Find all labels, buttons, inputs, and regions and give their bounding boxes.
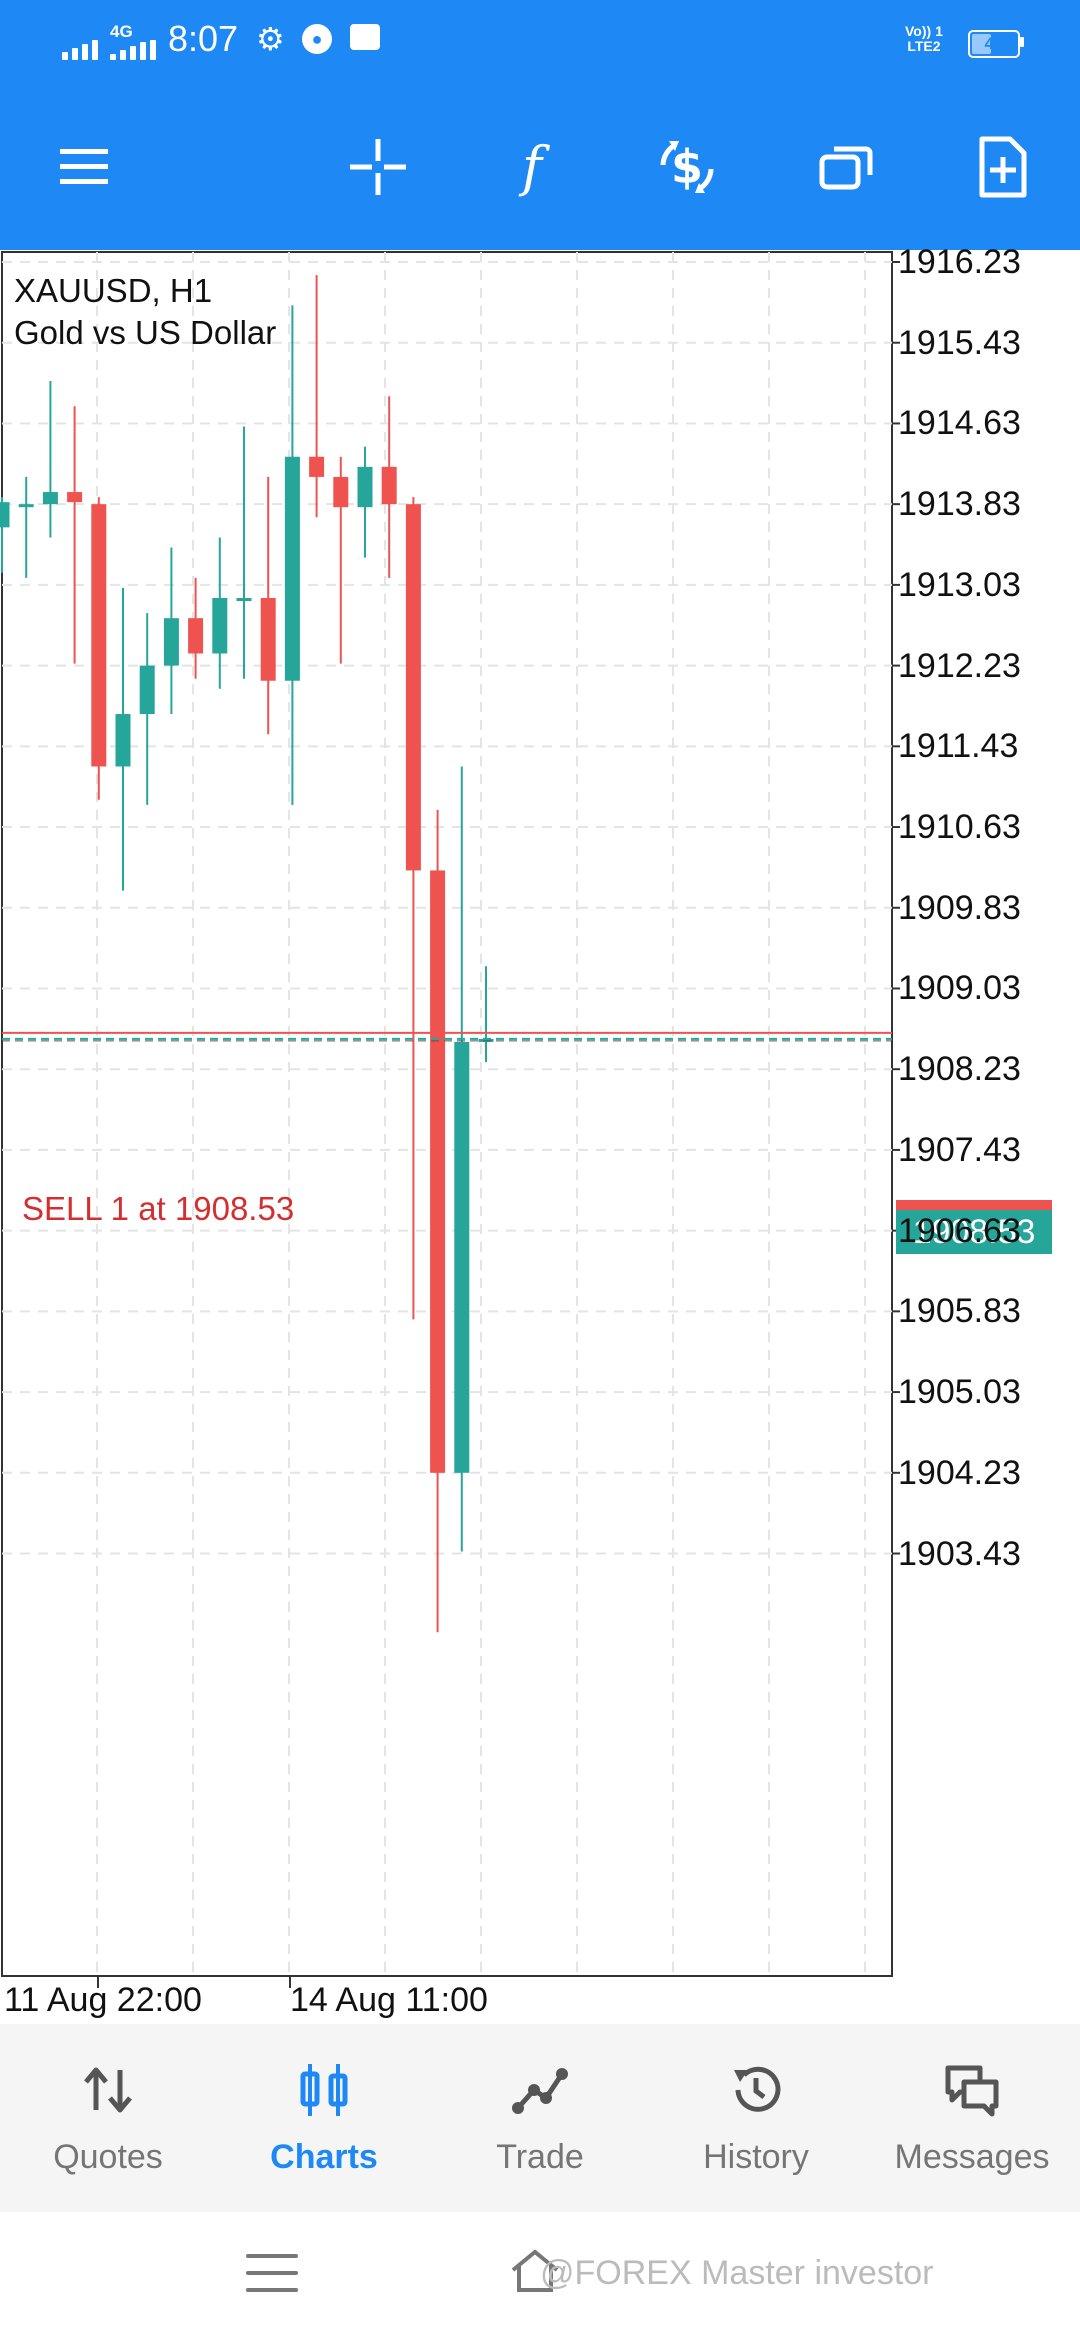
status-time: 8:07 (168, 18, 239, 59)
crosshair-button[interactable] (336, 125, 420, 209)
price-axis-label: 1908.23 (898, 1050, 1021, 1089)
sell-line-label: SELL 1 at 1908.53 (22, 1190, 295, 1227)
candle-body (115, 714, 131, 767)
price-axis-label: 1916.23 (898, 243, 1021, 281)
charts-icon (300, 2063, 348, 2116)
candle-body (42, 492, 58, 505)
volte-line-1: Vo)) 1 (905, 23, 943, 39)
price-axis-label: 1906.63 (898, 1211, 1021, 1250)
signal-strength-2-icon (110, 40, 156, 60)
app-notification-icon: ● (302, 24, 332, 54)
price-axis-label: 1914.63 (898, 404, 1021, 443)
new-order-icon (979, 136, 1027, 198)
candle-body (163, 618, 179, 666)
candle-body (212, 597, 228, 654)
price-axis-label: 1913.83 (898, 485, 1021, 524)
candle-body (18, 504, 34, 508)
candle-body (236, 597, 252, 601)
candle-body (260, 597, 276, 681)
windows-icon (819, 146, 873, 190)
price-chart[interactable] (0, 250, 1080, 2020)
network-type: 4G (110, 22, 133, 41)
system-navigation-bar: @FOREX Master investor (0, 2212, 1080, 2340)
candle-body (333, 476, 349, 508)
nav-messages[interactable]: Messages (864, 2024, 1080, 2212)
svg-text:f: f (518, 135, 550, 198)
trade-icon: $ (660, 140, 714, 194)
price-axis-label: 1911.43 (898, 727, 1019, 766)
price-axis-label: 1909.03 (898, 969, 1021, 1008)
nav-quotes-label: Quotes (53, 2137, 163, 2176)
price-axis-label: 1907.43 (898, 1130, 1021, 1169)
battery-level: 43 (984, 34, 1004, 53)
svg-text:$: $ (671, 140, 703, 194)
plot-frame (1, 251, 893, 1977)
nav-trade[interactable]: Trade (432, 2024, 648, 2212)
time-axis-label: 14 Aug 11:00 (290, 1981, 488, 2019)
candle-body (454, 1041, 470, 1473)
status-bar: 4G 8:07 ⚙ ● Vo)) 1 LTE2 43 (0, 0, 1080, 84)
new-order-button[interactable] (960, 125, 1044, 209)
gear-icon: ⚙ (256, 21, 285, 57)
nav-quotes[interactable]: Quotes (0, 2024, 216, 2212)
volte-indicator: Vo)) 1 LTE2 (905, 24, 943, 54)
indicators-button[interactable]: f (490, 125, 574, 209)
bid-price-tag: 1908.53 (896, 1210, 1052, 1254)
nav-charts-label: Charts (270, 2137, 378, 2176)
nav-history-label: History (703, 2137, 809, 2176)
menu-button[interactable] (42, 125, 126, 209)
bottom-navigation: Quotes Charts Trade History Messages (0, 2024, 1080, 2212)
candle-body (139, 665, 155, 715)
battery-fill (972, 34, 991, 54)
nav-charts[interactable]: Charts (216, 2024, 432, 2212)
quotes-icon (84, 2067, 132, 2112)
watermark: @FOREX Master investor (540, 2254, 934, 2292)
volte-line-2: LTE2 (907, 38, 941, 54)
messages-icon (945, 2065, 999, 2116)
indicators-icon: f (518, 135, 550, 198)
home-button[interactable] (505, 2246, 565, 2301)
price-axis-label: 1904.23 (898, 1453, 1021, 1492)
chart-area[interactable] (0, 250, 1080, 2020)
price-axis-label: 1905.03 (898, 1373, 1021, 1412)
candle-body (284, 456, 300, 681)
mail-notification-icon (350, 24, 380, 50)
crosshair-icon (350, 139, 406, 195)
price-axis-label: 1910.63 (898, 808, 1021, 847)
signal-strength-icon (62, 40, 98, 60)
price-axis-label: 1903.43 (898, 1534, 1021, 1573)
price-axis-label: 1912.23 (898, 646, 1021, 685)
chart-symbol: XAUUSD, H1 (14, 272, 213, 309)
candle-body (188, 618, 204, 654)
menu-icon (60, 149, 108, 184)
candle-body (405, 504, 421, 871)
candle-body (0, 502, 10, 528)
price-axis-label: 1905.83 (898, 1292, 1021, 1331)
history-icon (734, 2066, 781, 2112)
ask-price-tag (896, 1200, 1052, 1212)
candle-body (67, 492, 83, 503)
battery-tip (1020, 37, 1024, 47)
home-icon (511, 2249, 559, 2292)
time-axis-label: 11 Aug 22:00 (4, 1981, 202, 2019)
recent-apps-button[interactable] (246, 2254, 298, 2305)
price-axis-label: 1913.03 (898, 565, 1021, 604)
windows-button[interactable] (804, 125, 888, 209)
nav-trade-label: Trade (496, 2137, 584, 2176)
candle-body (91, 504, 107, 767)
trade-toolbar-button[interactable]: $ (645, 125, 729, 209)
candle-body (430, 870, 446, 1473)
battery-icon: 43 (968, 30, 1020, 58)
nav-history[interactable]: History (648, 2024, 864, 2212)
candle-body (381, 466, 397, 505)
chart-description: Gold vs US Dollar (14, 314, 277, 351)
candle-body (357, 466, 373, 508)
nav-messages-label: Messages (894, 2137, 1050, 2176)
candle-body (309, 456, 325, 477)
trade-nav-icon (512, 2067, 568, 2114)
price-axis-label: 1909.83 (898, 888, 1021, 927)
price-axis-label: 1915.43 (898, 323, 1021, 362)
top-bar: 4G 8:07 ⚙ ● Vo)) 1 LTE2 43 (0, 0, 1080, 250)
